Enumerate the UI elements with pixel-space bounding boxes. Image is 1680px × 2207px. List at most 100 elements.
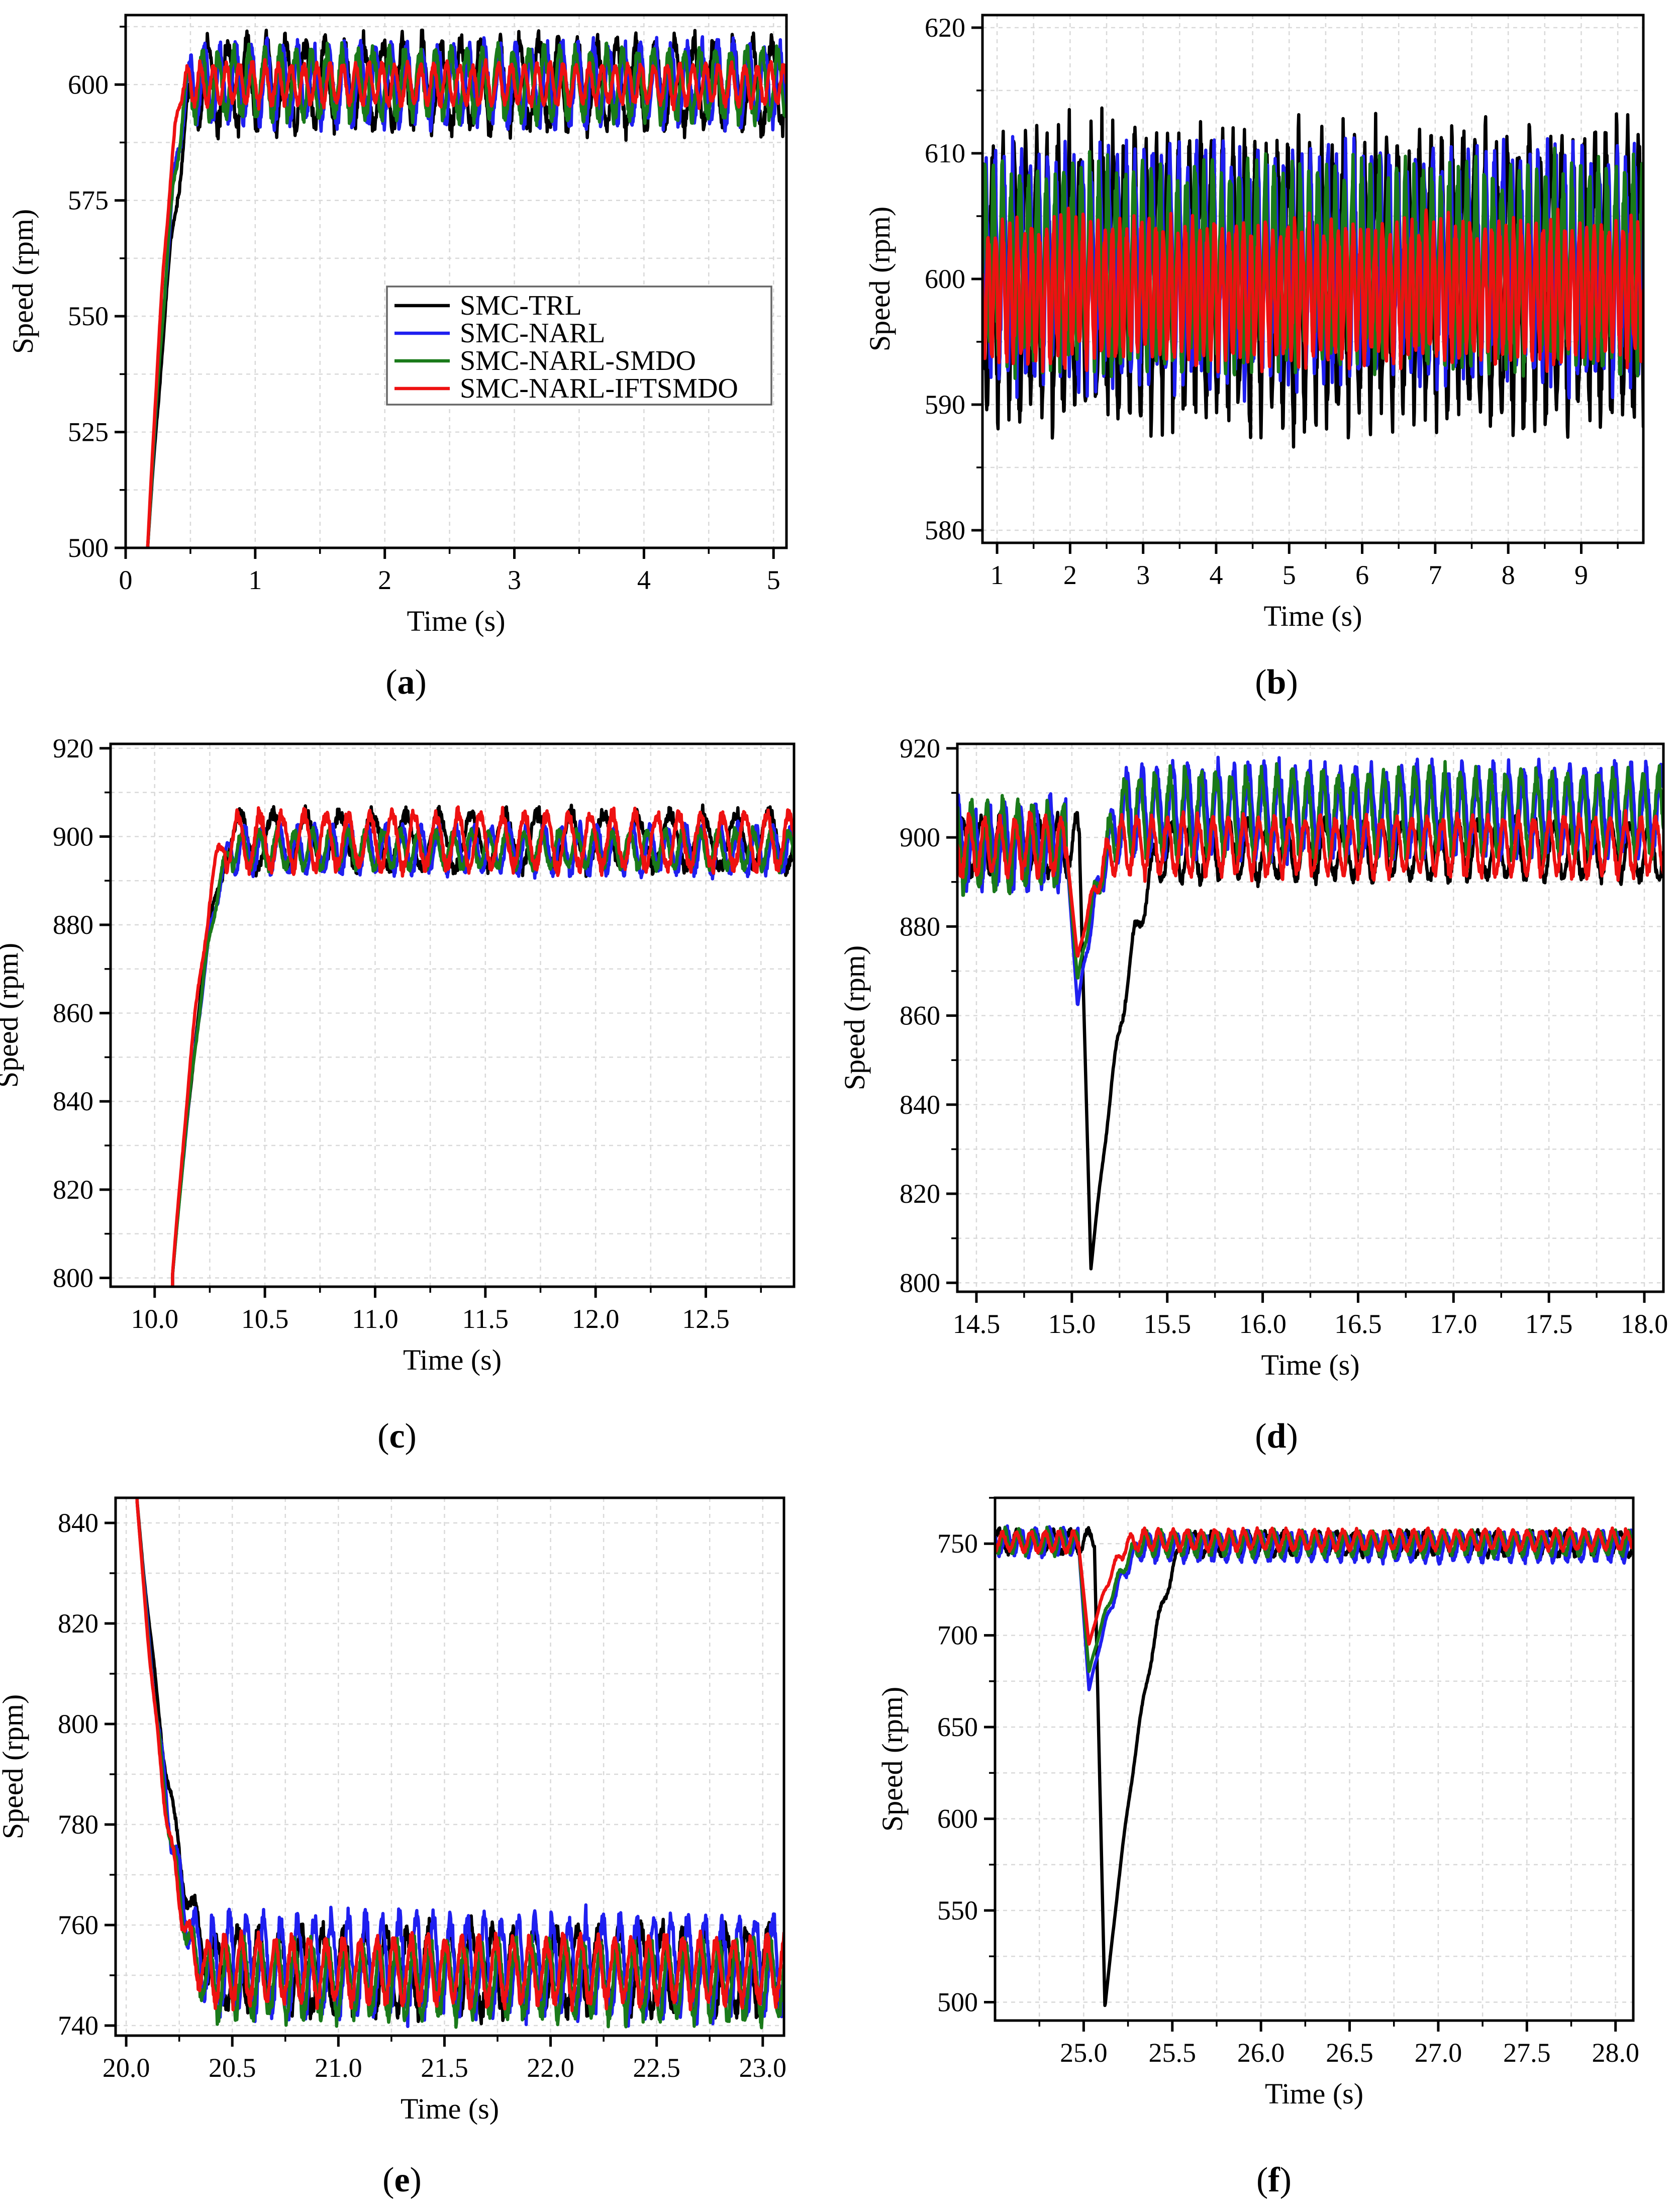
x-tick-label: 7 bbox=[1428, 560, 1442, 590]
series-line-smc-narl-iftsmdo bbox=[995, 1526, 1633, 1646]
y-tick-label: 840 bbox=[58, 1508, 98, 1538]
y-tick-label: 590 bbox=[925, 390, 965, 420]
x-tick-label: 18.0 bbox=[1621, 1309, 1668, 1339]
x-tick-label: 8 bbox=[1502, 560, 1515, 590]
x-tick-label: 9 bbox=[1574, 560, 1588, 590]
y-tick-label: 620 bbox=[925, 13, 965, 43]
y-tick-label: 820 bbox=[58, 1608, 98, 1639]
x-tick-label: 1 bbox=[991, 560, 1004, 590]
x-tick-label: 10.5 bbox=[241, 1304, 289, 1334]
chart-panel-f: 25.0 25.5 26.0 26.5 27.0 27.5 28.0 500 550 600 650… bbox=[876, 1496, 1639, 2199]
x-axis-label: Time (s) bbox=[403, 1344, 502, 1376]
y-tick-label: 780 bbox=[58, 1809, 98, 1840]
y-tick-label: 550 bbox=[68, 301, 109, 331]
y-axis-label: Speed (rpm) bbox=[876, 1687, 909, 1832]
x-tick-label: 10.0 bbox=[131, 1304, 178, 1334]
x-tick-label: 15.5 bbox=[1143, 1309, 1191, 1339]
panel-caption: (a) bbox=[385, 663, 427, 702]
series-line-smc-narl bbox=[995, 1524, 1633, 1692]
series-line-smc-trl bbox=[995, 1526, 1633, 2007]
x-tick-label: 26.0 bbox=[1237, 2038, 1285, 2068]
x-tick-label: 3 bbox=[508, 565, 521, 595]
plot-frame bbox=[109, 742, 796, 1288]
x-tick-label: 25.0 bbox=[1060, 2038, 1108, 2068]
plot-frame bbox=[124, 14, 788, 549]
x-tick-label: 1 bbox=[248, 565, 262, 595]
series-group bbox=[171, 803, 794, 1287]
y-tick-label: 800 bbox=[900, 1268, 940, 1298]
series-line-smc-narl bbox=[146, 35, 786, 548]
legend-label: SMC-NARL-IFTSMDO bbox=[460, 373, 738, 404]
x-tick-label: 11.5 bbox=[462, 1304, 509, 1334]
chart-panel-a: 0 1 2 3 4 5 500 525 550 575 600 Time (s) Speed (rpm)… bbox=[7, 14, 788, 702]
x-tick-label: 21.0 bbox=[315, 2053, 362, 2083]
x-tick-label: 5 bbox=[767, 565, 780, 595]
y-tick-label: 900 bbox=[53, 821, 93, 851]
y-axis-label: Speed (rpm) bbox=[7, 209, 39, 354]
x-axis-label: Time (s) bbox=[1263, 600, 1362, 632]
legend-label: SMC-TRL bbox=[460, 290, 582, 321]
y-tick-label: 920 bbox=[900, 733, 940, 763]
y-tick-label: 860 bbox=[53, 998, 93, 1028]
x-tick-label: 27.0 bbox=[1415, 2038, 1462, 2068]
x-tick-label: 4 bbox=[1209, 560, 1223, 590]
y-tick-label: 880 bbox=[53, 910, 93, 940]
y-tick-label: 750 bbox=[937, 1528, 978, 1559]
y-tick-label: 550 bbox=[937, 1895, 978, 1926]
series-line-smc-narl-smdo bbox=[995, 1525, 1633, 1673]
y-tick-label: 820 bbox=[53, 1175, 93, 1205]
x-tick-label: 14.5 bbox=[953, 1309, 1001, 1339]
y-tick-label: 820 bbox=[900, 1179, 940, 1209]
series-group bbox=[995, 1524, 1633, 2007]
x-tick-label: 22.0 bbox=[527, 2053, 574, 2083]
series-line-smc-trl bbox=[171, 803, 794, 1287]
legend-box bbox=[386, 285, 772, 406]
x-tick-label: 0 bbox=[119, 565, 133, 595]
y-tick-label: 840 bbox=[900, 1090, 940, 1120]
chart-panel-e: 20.0 20.5 21.0 21.5 22.0 22.5 23.0 740 760 780 800… bbox=[0, 1496, 786, 2199]
x-axis-label: Time (s) bbox=[1265, 2077, 1363, 2110]
y-tick-label: 525 bbox=[68, 417, 109, 447]
x-tick-label: 22.5 bbox=[633, 2053, 680, 2083]
x-axis-label: Time (s) bbox=[401, 2092, 499, 2125]
y-tick-label: 610 bbox=[925, 138, 965, 168]
x-tick-label: 17.0 bbox=[1430, 1309, 1477, 1339]
x-tick-label: 3 bbox=[1136, 560, 1150, 590]
y-tick-label: 880 bbox=[900, 911, 940, 941]
series-group bbox=[146, 28, 786, 548]
x-tick-label: 16.5 bbox=[1334, 1309, 1382, 1339]
y-tick-label: 580 bbox=[925, 515, 965, 545]
y-tick-label: 920 bbox=[53, 733, 93, 763]
y-tick-label: 760 bbox=[58, 1910, 98, 1940]
series-line-smc-narl-iftsmdo bbox=[135, 1498, 784, 2012]
legend: SMC-TRLSMC-NARLSMC-NARL-SMDOSMC-NARL-IFT… bbox=[386, 285, 772, 406]
x-tick-label: 20.0 bbox=[103, 2053, 150, 2083]
y-tick-label: 600 bbox=[68, 69, 109, 100]
y-axis-label: Speed (rpm) bbox=[838, 945, 871, 1090]
x-tick-label: 15.0 bbox=[1048, 1309, 1096, 1339]
panel-caption: (e) bbox=[382, 2161, 422, 2199]
series-line-smc-narl-iftsmdo bbox=[146, 58, 786, 548]
x-tick-label: 4 bbox=[637, 565, 651, 595]
series-line-smc-narl-iftsmdo bbox=[171, 805, 794, 1287]
series-line-smc-narl-smdo bbox=[171, 824, 794, 1287]
plot-frame bbox=[994, 1496, 1635, 2022]
x-tick-label: 21.5 bbox=[421, 2053, 468, 2083]
legend-label: SMC-NARL bbox=[460, 318, 605, 349]
x-tick-label: 11.0 bbox=[352, 1304, 399, 1334]
chart-panel-c: 10.0 10.5 11.0 11.5 12.0 12.5 800 820 840 860 880 9… bbox=[0, 733, 796, 1456]
y-tick-label: 800 bbox=[53, 1263, 93, 1293]
chart-panel-b: 1 2 3 4 5 6 7 8 9 580 590 600 610 620 Time (s) Speed (r… bbox=[863, 13, 1645, 702]
x-tick-label: 26.5 bbox=[1326, 2038, 1373, 2068]
panel-caption: (b) bbox=[1255, 663, 1298, 702]
series-group bbox=[135, 1498, 784, 2030]
series-group bbox=[957, 755, 1663, 1271]
x-tick-label: 2 bbox=[1063, 560, 1077, 590]
y-tick-label: 500 bbox=[68, 533, 109, 563]
x-tick-label: 16.0 bbox=[1239, 1309, 1287, 1339]
y-tick-label: 500 bbox=[937, 1987, 978, 2018]
x-axis-label: Time (s) bbox=[1261, 1349, 1359, 1381]
y-tick-label: 700 bbox=[937, 1620, 978, 1651]
x-tick-label: 5 bbox=[1282, 560, 1296, 590]
